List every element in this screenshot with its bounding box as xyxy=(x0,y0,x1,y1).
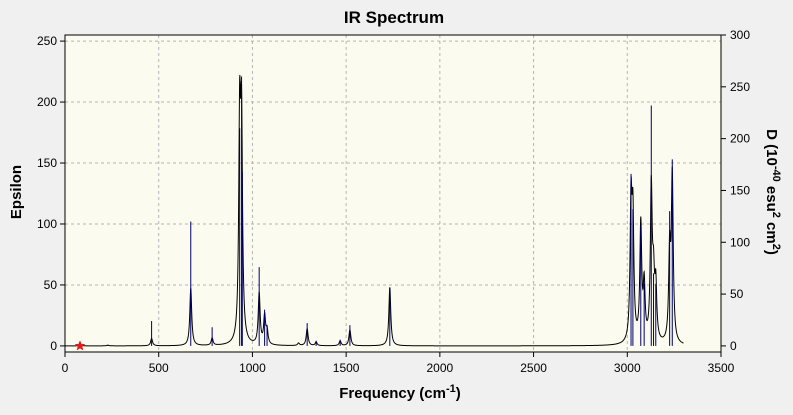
x-tick-label: 3000 xyxy=(614,361,641,375)
y2-label-part-4: 2 xyxy=(770,212,782,218)
y2-tick-label: 50 xyxy=(730,287,744,301)
x-tick-label: 0 xyxy=(62,361,69,375)
x-axis-label-sup: -1 xyxy=(446,383,456,395)
y2-label-part-5: cm xyxy=(763,218,780,244)
spectrum-curve xyxy=(65,74,684,347)
y2-label-part-7: ) xyxy=(763,250,780,255)
y2-label-part-2: -40 xyxy=(770,166,782,182)
marker-layer xyxy=(74,340,86,351)
y2-label-part-6: 2 xyxy=(770,244,782,250)
plot-frame xyxy=(64,34,722,353)
x-tick-label: 500 xyxy=(149,361,169,375)
y2-label-part-1: D (10 xyxy=(763,129,780,166)
y-tick-label: 50 xyxy=(44,278,58,292)
y2-tick-label: 200 xyxy=(730,132,750,146)
y2-tick-label: 250 xyxy=(730,80,750,94)
y-tick-label: 100 xyxy=(37,217,57,231)
x-tick-label: 2000 xyxy=(427,361,454,375)
y-tick-label: 200 xyxy=(37,95,57,109)
x-tick-label: 3500 xyxy=(708,361,735,375)
x-axis-label-main: Frequency (cm xyxy=(339,385,446,402)
curve-layer xyxy=(65,74,684,347)
y2-axis-label: D (10-40 esu2 cm2) xyxy=(763,129,782,255)
x-axis-label-close: ) xyxy=(456,385,461,402)
x-tick-label: 2500 xyxy=(520,361,547,375)
y-tick-label: 250 xyxy=(37,34,57,48)
x-tick-label: 1000 xyxy=(239,361,266,375)
y2-label-part-3: esu xyxy=(763,182,780,212)
y2-tick-label: 0 xyxy=(730,339,737,353)
stick-layer xyxy=(80,76,673,346)
x-axis-label: Frequency (cm-1) xyxy=(339,383,460,402)
y-tick-label: 0 xyxy=(50,339,57,353)
plot-area xyxy=(64,34,722,353)
x-tick-label: 1500 xyxy=(333,361,360,375)
y2-tick-label: 300 xyxy=(730,28,750,42)
axes-layer: 0 500 1000 1500 2000 2500 3000 3500050100150200… xyxy=(37,28,750,375)
y-tick-label: 150 xyxy=(37,156,57,170)
star-marker xyxy=(74,340,86,351)
grid-layer xyxy=(65,35,721,352)
chart-title: IR Spectrum xyxy=(344,8,444,27)
y2-tick-label: 100 xyxy=(730,235,750,249)
y2-tick-label: 150 xyxy=(730,183,750,197)
y-axis-label: Epsilon xyxy=(8,165,25,219)
